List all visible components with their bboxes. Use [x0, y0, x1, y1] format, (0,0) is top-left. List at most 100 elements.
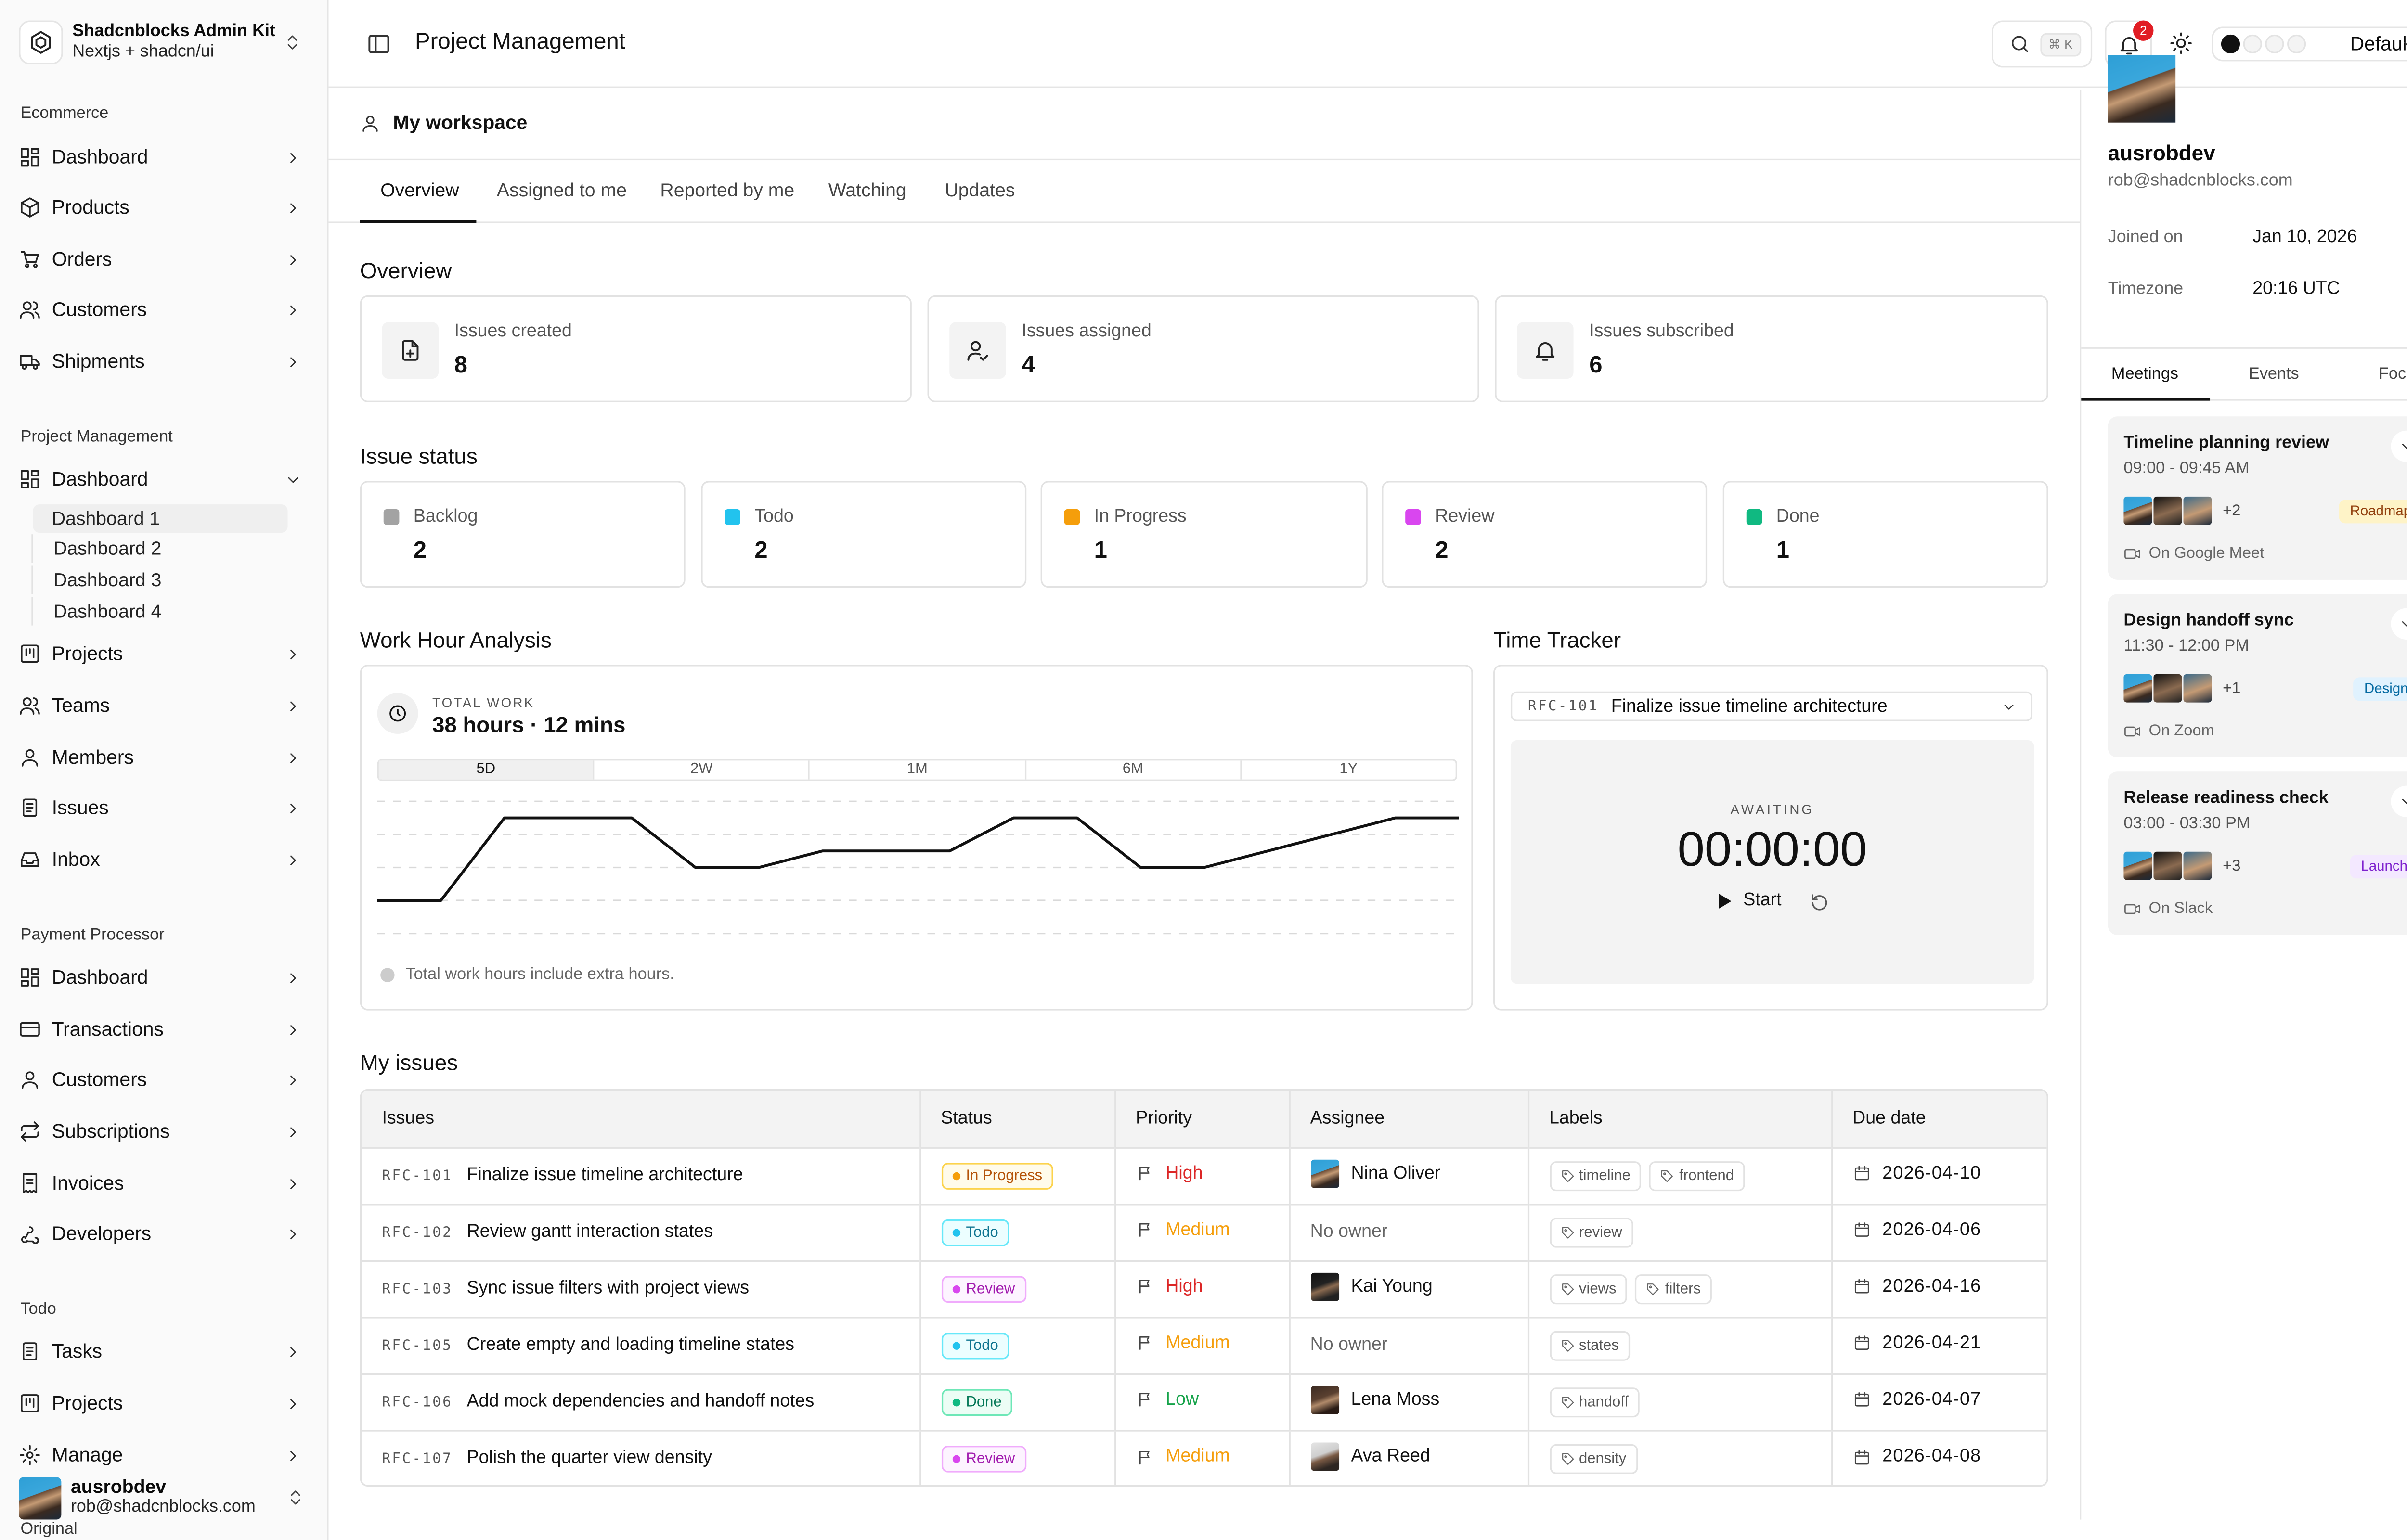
tab-meetings[interactable]: Meetings	[2111, 364, 2179, 384]
reset-icon[interactable]	[1809, 893, 1829, 913]
sidebar-item-orders[interactable]: Orders	[19, 239, 314, 280]
sidebar-item-todo-projects[interactable]: Projects	[19, 1383, 314, 1424]
chevron-down-icon[interactable]	[2391, 430, 2407, 462]
label-chip[interactable]: review	[1549, 1217, 1633, 1247]
meeting-card[interactable]: Timeline planning review 09:00 - 09:45 A…	[2108, 416, 2407, 580]
flag-icon	[1136, 1335, 1153, 1352]
sidebar-item-inbox[interactable]: Inbox	[19, 839, 314, 880]
sidebar-item-tasks[interactable]: Tasks	[19, 1331, 314, 1372]
tab-overview[interactable]: Overview	[380, 179, 459, 201]
sidebar-item-label: Developers	[52, 1222, 152, 1245]
issue-title[interactable]: Review gantt interaction states	[466, 1222, 713, 1242]
tab-watching[interactable]: Watching	[828, 179, 906, 201]
tracker-issue-select[interactable]: RFC-101 Finalize issue timeline architec…	[1510, 691, 2033, 721]
table-row[interactable]: RFC-103 Sync issue filters with project v…	[362, 1259, 2047, 1317]
range-2w[interactable]: 2W	[595, 760, 810, 780]
sidebar-toggle-icon[interactable]	[366, 31, 391, 56]
theme-select[interactable]: Default	[2212, 26, 2407, 62]
issue-title[interactable]: Polish the quarter view density	[466, 1449, 712, 1468]
status-badge-label: Todo	[966, 1336, 998, 1354]
sidebar-item-pm-dashboard[interactable]: Dashboard	[19, 459, 314, 500]
chevron-down-icon[interactable]	[2391, 608, 2407, 640]
sidebar-item-ecommerce-dashboard[interactable]: Dashboard	[19, 137, 314, 178]
label-chip[interactable]: states	[1549, 1330, 1630, 1360]
issue-status-title: Issue status	[360, 443, 478, 469]
sidebar-item-payment-customers[interactable]: Customers	[19, 1059, 314, 1100]
label-chip[interactable]: frontend	[1649, 1160, 1745, 1191]
tab-assigned-to-me[interactable]: Assigned to me	[496, 179, 627, 201]
tracker-issue-title: Finalize issue timeline architecture	[1611, 697, 1888, 716]
status-card-done: Done 1	[1722, 481, 2048, 588]
start-button[interactable]: Start	[1715, 891, 1782, 910]
original-label: Original	[20, 1519, 78, 1539]
status-card-in-progress: In Progress 1	[1040, 481, 1368, 588]
chevron-down-icon[interactable]	[2391, 785, 2407, 817]
label-chip[interactable]: filters	[1635, 1273, 1712, 1304]
issue-title[interactable]: Finalize issue timeline architecture	[466, 1166, 743, 1185]
tab-reported-by-me[interactable]: Reported by me	[660, 179, 795, 201]
range-6m[interactable]: 6M	[1026, 760, 1242, 780]
priority-label: Medium	[1165, 1220, 1230, 1240]
tab-events[interactable]: Events	[2248, 364, 2299, 384]
sidebar-item-issues[interactable]: Issues	[19, 787, 314, 828]
issue-id: RFC-106	[382, 1395, 453, 1412]
sidebar-subitem-dashboard-1[interactable]: Dashboard 1	[33, 504, 288, 533]
column-header[interactable]: Labels	[1527, 1091, 1832, 1147]
label-chip[interactable]: density	[1549, 1444, 1638, 1474]
sidebar-item-members[interactable]: Members	[19, 737, 314, 778]
sidebar-item-products[interactable]: Products	[19, 187, 314, 228]
range-1y[interactable]: 1Y	[1339, 760, 1358, 778]
sidebar-item-teams[interactable]: Teams	[19, 685, 314, 726]
sidebar-item-customers[interactable]: Customers	[19, 289, 314, 330]
table-row[interactable]: RFC-106 Add mock dependencies and handoff…	[362, 1373, 2047, 1430]
work-hour-title: Work Hour Analysis	[360, 627, 552, 653]
range-5d[interactable]: 5D	[378, 760, 595, 780]
meeting-location: On Slack	[2123, 900, 2213, 918]
user-menu[interactable]: ausrobdev rob@shadcnblocks.com	[19, 1474, 314, 1521]
sidebar-item-projects[interactable]: Projects	[19, 633, 314, 674]
column-header[interactable]: Assignee	[1289, 1091, 1529, 1147]
brand-switcher[interactable]: Shadcnblocks Admin Kit Nextjs + shadcn/u…	[19, 19, 311, 66]
sidebar-subitem-dashboard-2[interactable]: Dashboard 2	[31, 534, 286, 563]
sidebar-subitem-dashboard-4[interactable]: Dashboard 4	[31, 597, 286, 626]
work-hours-line-chart	[377, 800, 1459, 935]
meeting-card[interactable]: Design handoff sync 11:30 - 12:00 PM +1 …	[2108, 594, 2407, 757]
sidebar-item-payment-dashboard[interactable]: Dashboard	[19, 957, 314, 998]
column-header[interactable]: Issues	[362, 1091, 920, 1147]
table-row[interactable]: RFC-101 Finalize issue timeline architect…	[362, 1146, 2047, 1204]
notifications-button[interactable]: 2	[2105, 20, 2154, 68]
meeting-card[interactable]: Release readiness check 03:00 - 03:30 PM…	[2108, 771, 2407, 935]
calendar-icon	[1852, 1335, 1870, 1352]
label-chip[interactable]: timeline	[1549, 1160, 1642, 1191]
meeting-tag: Design	[2353, 677, 2407, 701]
stat-value: 6	[1589, 352, 1603, 379]
sidebar-item-manage[interactable]: Manage	[19, 1435, 314, 1476]
tab-focus[interactable]: Focus	[2379, 364, 2407, 384]
issue-title[interactable]: Add mock dependencies and handoff notes	[466, 1392, 815, 1412]
sidebar-item-invoices[interactable]: Invoices	[19, 1163, 314, 1204]
column-header[interactable]: Priority	[1114, 1091, 1290, 1147]
issue-title[interactable]: Create empty and loading timeline states	[466, 1335, 795, 1355]
table-row[interactable]: RFC-105 Create empty and loading timeline…	[362, 1316, 2047, 1373]
total-work-label: TOTAL WORK	[432, 694, 535, 710]
range-1m[interactable]: 1M	[810, 760, 1026, 780]
sidebar-item-shipments[interactable]: Shipments	[19, 341, 314, 382]
label-chip[interactable]: views	[1549, 1273, 1628, 1304]
column-header[interactable]: Due date	[1831, 1091, 2047, 1147]
sidebar-item-subscriptions[interactable]: Subscriptions	[19, 1111, 314, 1152]
sun-icon[interactable]	[2169, 31, 2193, 55]
search-button[interactable]: ⌘ K	[1992, 20, 2093, 68]
table-row[interactable]: RFC-107 Polish the quarter view density R…	[362, 1429, 2047, 1485]
tab-updates[interactable]: Updates	[945, 179, 1015, 201]
column-header[interactable]: Status	[919, 1091, 1115, 1147]
sidebar-subitem-dashboard-3[interactable]: Dashboard 3	[31, 565, 286, 594]
status-card-todo: Todo 2	[701, 481, 1027, 588]
label-chip[interactable]: handoff	[1549, 1386, 1640, 1417]
issue-title[interactable]: Sync issue filters with project views	[466, 1279, 750, 1298]
sidebar-item-developers[interactable]: Developers	[19, 1213, 314, 1254]
sidebar-item-label: Projects	[52, 1392, 123, 1414]
sidebar-item-transactions[interactable]: Transactions	[19, 1009, 314, 1050]
table-row[interactable]: RFC-102 Review gantt interaction states T…	[362, 1203, 2047, 1260]
timer-state: AWAITING	[1730, 801, 1814, 817]
chevron-right-icon	[285, 1123, 302, 1140]
